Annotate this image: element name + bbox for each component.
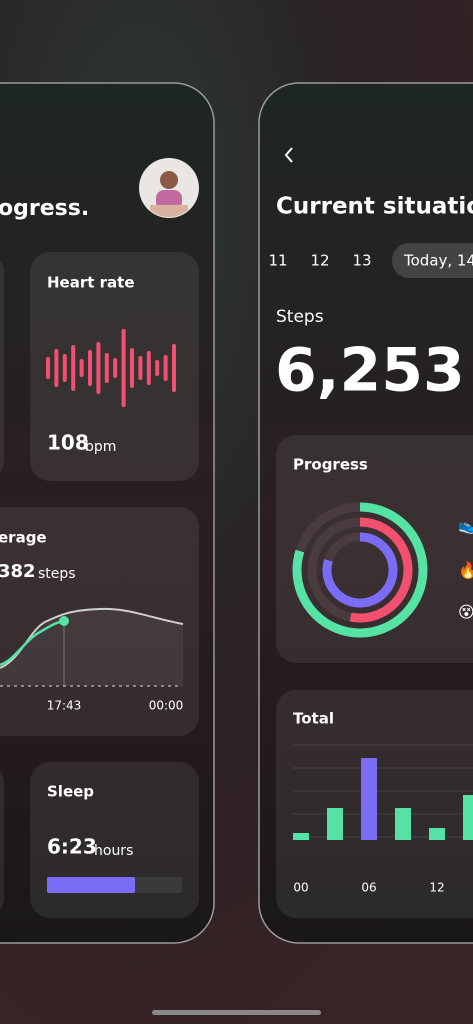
bar bbox=[361, 758, 377, 840]
card-title: erage bbox=[0, 529, 47, 547]
x-label: 00 bbox=[293, 881, 308, 895]
date-pill[interactable] bbox=[392, 243, 473, 278]
icon: 🔥 bbox=[458, 561, 473, 580]
icon: 👟 bbox=[458, 516, 473, 535]
card bbox=[0, 252, 4, 481]
icon: 😵 bbox=[458, 603, 473, 622]
card-title: Heart rate bbox=[47, 274, 135, 292]
phone-frame bbox=[258, 82, 473, 944]
date: 12 bbox=[310, 252, 329, 270]
ring bbox=[307, 517, 413, 623]
card-title: Sleep bbox=[47, 783, 94, 801]
wave-bar bbox=[155, 360, 160, 376]
cursor-dot bbox=[59, 616, 69, 626]
sleep-unit: hours bbox=[94, 843, 133, 859]
x-label: 17:43 bbox=[47, 699, 82, 713]
wave-bar bbox=[88, 350, 92, 386]
bar bbox=[463, 795, 473, 840]
x-label: 00:00 bbox=[149, 699, 184, 713]
average-value: 382 bbox=[0, 561, 36, 582]
steps-value: 6,253 bbox=[275, 336, 465, 406]
ring bbox=[322, 532, 398, 608]
card-title: Total bbox=[293, 710, 334, 728]
total-card[interactable] bbox=[276, 690, 473, 918]
phone-frame bbox=[0, 82, 215, 944]
ring bbox=[292, 502, 428, 638]
bar bbox=[395, 808, 411, 840]
wave-bar bbox=[46, 357, 50, 379]
bar bbox=[293, 833, 309, 840]
avatar-photo bbox=[150, 171, 188, 217]
wave-bar bbox=[130, 348, 134, 388]
back-button[interactable] bbox=[284, 147, 293, 163]
x-label: 06 bbox=[361, 881, 376, 895]
card-title: Progress bbox=[293, 456, 368, 474]
average-unit: steps bbox=[38, 566, 76, 582]
heart-waveform bbox=[46, 329, 176, 407]
screen-title: ogress. bbox=[0, 196, 89, 221]
date: Today, 14 bbox=[403, 252, 473, 270]
wave-bar bbox=[96, 342, 101, 394]
steps-line bbox=[0, 619, 65, 667]
average-card[interactable] bbox=[0, 507, 199, 736]
wave-bar bbox=[172, 344, 176, 392]
bar bbox=[429, 828, 445, 840]
wave-bar bbox=[79, 359, 84, 377]
wave-bar bbox=[113, 358, 118, 378]
bar bbox=[327, 808, 343, 840]
progress-rings bbox=[292, 502, 428, 638]
wave-bar bbox=[104, 353, 109, 383]
date: 11 bbox=[268, 252, 287, 270]
heart-rate-unit: bpm bbox=[85, 439, 116, 455]
wave-bar bbox=[138, 356, 143, 380]
sleep-value: 6:23 bbox=[47, 835, 97, 859]
wave-bar bbox=[62, 354, 67, 382]
wave-bar bbox=[146, 351, 151, 385]
wave-bar bbox=[71, 345, 76, 391]
wave-bar bbox=[54, 349, 59, 387]
card bbox=[0, 762, 4, 918]
heart-rate-value: 108 bbox=[47, 431, 89, 455]
home-indicator bbox=[152, 1010, 321, 1015]
x-label: 12 bbox=[429, 881, 444, 895]
screen-title: Current situation bbox=[276, 194, 473, 220]
wave-bar bbox=[121, 329, 126, 407]
steps-label: Steps bbox=[276, 307, 324, 327]
wave-bar bbox=[163, 355, 168, 381]
sleep-fill bbox=[47, 877, 135, 893]
progress-card[interactable] bbox=[276, 435, 473, 663]
date: 13 bbox=[352, 252, 371, 270]
